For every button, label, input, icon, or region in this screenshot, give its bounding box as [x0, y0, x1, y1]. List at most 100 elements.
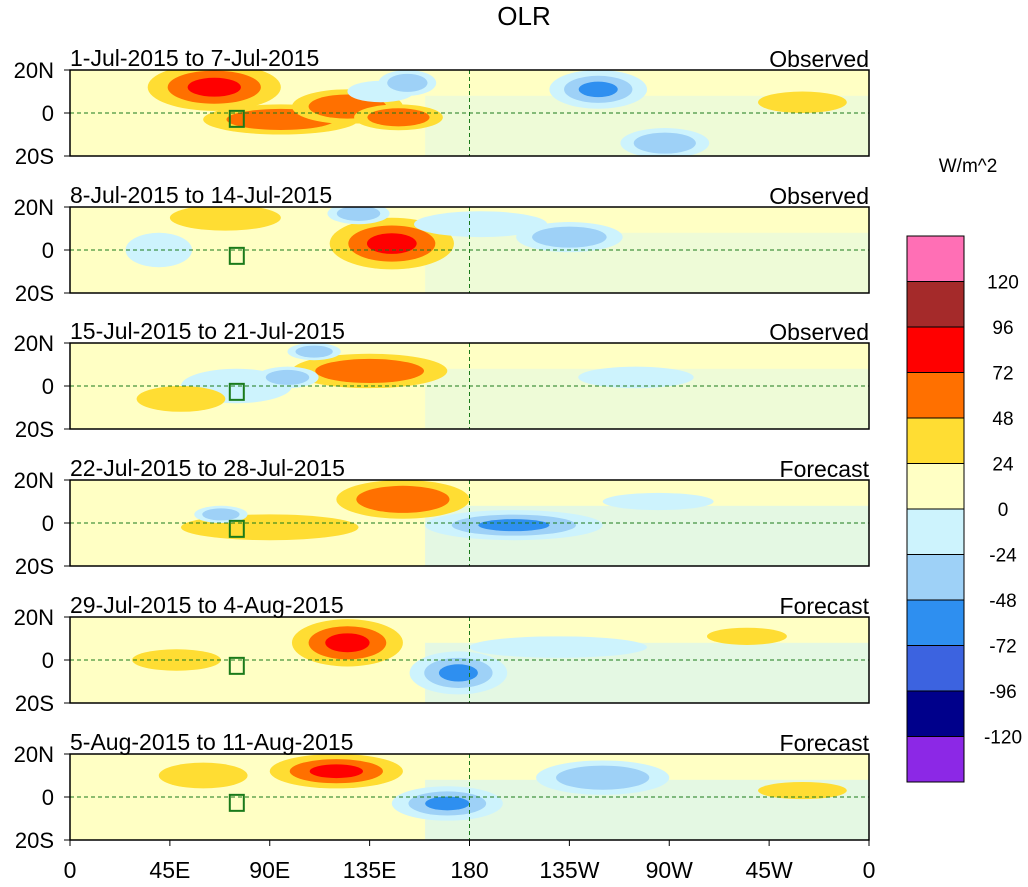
region-box	[228, 246, 245, 265]
anomaly-contour	[265, 369, 310, 385]
colorbar-swatch	[906, 599, 965, 646]
colorbar: 120 96 72 48 24 0 -24 -48 -72 -96 -120	[906, 235, 1022, 783]
panel: 20N 0 20S 22-Jul-2015 to 28-Jul-2015 Forecas…	[14, 455, 870, 579]
region-box	[228, 656, 245, 675]
panel: 20N 0 20S 8-Jul-2015 to 14-Jul-2015 Observed	[14, 182, 870, 306]
anomaly-contour	[758, 91, 847, 113]
anomaly-contour	[125, 232, 193, 268]
anomaly-contour	[414, 211, 548, 238]
anomaly-contour	[169, 207, 281, 231]
anomaly-contour	[202, 508, 240, 521]
anomaly-contour	[367, 108, 430, 127]
colorbar-label: -120	[984, 728, 1022, 749]
lon-label: 90E	[249, 857, 290, 883]
colorbar-label: 48	[992, 409, 1013, 430]
anomaly-contour	[602, 492, 714, 511]
colorbar-swatch	[906, 281, 965, 328]
panel-date-range: 29-Jul-2015 to 4-Aug-2015	[70, 592, 344, 618]
panel-field	[180, 480, 869, 566]
lon-label: 135E	[343, 857, 397, 883]
lon-label: 135W	[539, 857, 599, 883]
lon-label: 0	[863, 857, 876, 883]
panel: 20N 0 20S 29-Jul-2015 to 4-Aug-2015 Forecast	[14, 592, 870, 716]
anomaly-contour	[532, 226, 607, 248]
panel: 20N 0 20S 15-Jul-2015 to 21-Jul-2015 Observe…	[14, 318, 870, 442]
colorbar-swatch	[906, 417, 965, 464]
panel-field	[158, 754, 869, 840]
lat-label: 20N	[14, 605, 54, 630]
anomaly-contour	[325, 633, 370, 653]
colorbar-label: 96	[992, 318, 1013, 339]
anomaly-contour	[438, 664, 478, 682]
lat-label: 20N	[14, 468, 54, 493]
panel-status: Observed	[769, 319, 869, 345]
colorbar-label: 120	[987, 273, 1019, 294]
colorbar-swatch	[906, 372, 965, 419]
lat-label: 0	[42, 511, 54, 536]
lat-label: 20N	[14, 58, 54, 83]
colorbar-swatch	[906, 690, 965, 737]
colorbar-label: -24	[989, 546, 1017, 567]
panel: 20N 0 20S 1-Jul-2015 to 7-Jul-2015 Observed	[14, 45, 870, 169]
panel-status: Observed	[769, 46, 869, 72]
lon-label: 45W	[745, 857, 793, 883]
chart-title: OLR	[497, 1, 550, 31]
anomaly-contour	[309, 764, 363, 779]
panel-date-range: 1-Jul-2015 to 7-Jul-2015	[70, 45, 319, 71]
anomaly-contour	[336, 207, 381, 221]
lat-label: 0	[42, 238, 54, 263]
anomaly-contour	[633, 132, 696, 154]
lon-label: 45E	[149, 857, 190, 883]
anomaly-contour	[187, 77, 241, 97]
panel-field	[136, 343, 869, 429]
anomaly-contour	[578, 81, 618, 98]
colorbar-label: -96	[989, 682, 1016, 703]
region-box	[228, 519, 245, 538]
colorbar-label: 72	[992, 364, 1013, 385]
anomaly-contour	[478, 519, 550, 532]
panel-date-range: 5-Aug-2015 to 11-Aug-2015	[70, 729, 353, 755]
panel-date-range: 22-Jul-2015 to 28-Jul-2015	[70, 455, 345, 481]
colorbar-swatch	[906, 736, 965, 783]
lat-label: 20S	[15, 281, 54, 306]
anomaly-contour	[578, 366, 694, 389]
colorbar-label: 24	[992, 455, 1014, 476]
panel-status: Forecast	[780, 730, 870, 756]
anomaly-contour	[356, 485, 450, 513]
anomaly-contour	[136, 386, 226, 412]
lat-label: 0	[42, 374, 54, 399]
lat-label: 0	[42, 101, 54, 126]
anomaly-contour	[315, 358, 425, 383]
lat-label: 20N	[14, 742, 54, 767]
region-box	[228, 793, 245, 812]
anomaly-contour	[295, 345, 333, 358]
anomaly-contour	[387, 73, 428, 92]
lon-label: 180	[450, 857, 488, 883]
anomaly-contour	[366, 233, 417, 254]
lon-label: 90W	[646, 857, 694, 883]
panel-field	[132, 619, 869, 703]
anomaly-contour	[469, 636, 648, 658]
anomaly-band	[425, 232, 869, 293]
lat-label: 20S	[15, 828, 54, 853]
lat-label: 20N	[14, 331, 54, 356]
anomaly-contour	[425, 796, 470, 811]
colorbar-swatch	[906, 508, 965, 555]
anomaly-contour	[556, 765, 650, 790]
panel-date-range: 8-Jul-2015 to 14-Jul-2015	[70, 182, 332, 208]
panel: 20N 0 20S 5-Aug-2015 to 11-Aug-2015 Forecast	[14, 729, 870, 853]
colorbar-label: -72	[989, 637, 1016, 658]
colorbar-swatch	[906, 326, 965, 373]
panel-date-range: 15-Jul-2015 to 21-Jul-2015	[70, 318, 345, 344]
anomaly-contour	[758, 781, 847, 800]
lat-label: 20S	[15, 554, 54, 579]
colorbar-swatch	[906, 463, 965, 510]
anomaly-contour	[706, 627, 787, 645]
lat-label: 20S	[15, 417, 54, 442]
region-box	[228, 109, 245, 128]
colorbar-units: W/m^2	[939, 156, 998, 177]
colorbar-label: -48	[989, 591, 1016, 612]
region-box	[228, 382, 245, 401]
